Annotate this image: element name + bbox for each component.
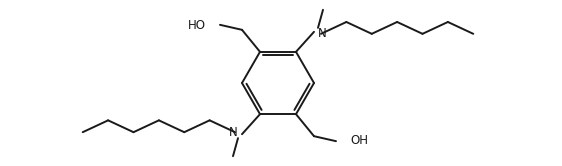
Text: OH: OH	[350, 134, 368, 147]
Text: HO: HO	[188, 19, 206, 32]
Text: N: N	[318, 27, 327, 40]
Text: N: N	[229, 126, 238, 139]
